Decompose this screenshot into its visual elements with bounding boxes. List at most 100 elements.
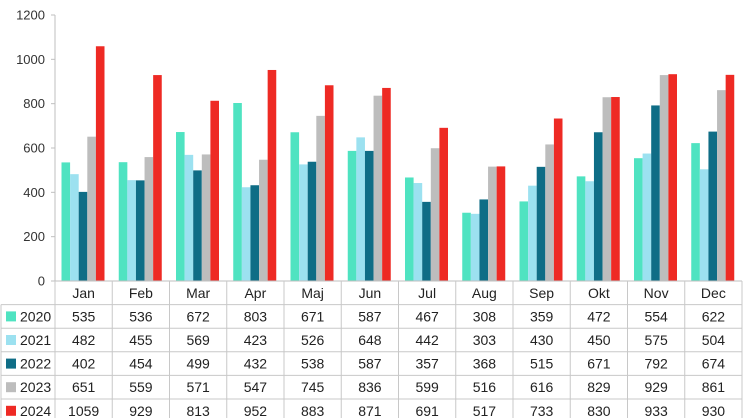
category-label-jul: Jul (418, 285, 436, 301)
table-cell-2024-maj: 883 (301, 403, 325, 418)
y-tick-label: 800 (23, 96, 45, 111)
table-cell-2022-jun: 587 (358, 356, 382, 372)
bar-nov-2020 (634, 158, 643, 281)
table-cell-2020-mar: 672 (186, 308, 210, 324)
table-cell-2023-okt: 829 (587, 379, 611, 395)
bar-aug-2023 (488, 166, 497, 281)
bar-nov-2023 (659, 75, 669, 281)
bar-jun-2023 (373, 95, 383, 281)
series-label-2020: 2020 (20, 308, 51, 324)
legend-swatch-2022 (6, 358, 16, 369)
y-tick-label: 200 (23, 229, 45, 244)
legend-swatch-2020 (6, 311, 16, 322)
table-cell-2021-nov: 575 (644, 332, 668, 348)
table-cell-2021-mar: 569 (186, 332, 210, 348)
bar-jan-2023 (87, 136, 96, 281)
table-cell-2024-feb: 929 (129, 403, 153, 418)
bar-jun-2024 (382, 87, 391, 282)
table-cell-2020-jun: 587 (358, 308, 382, 324)
table-cell-2023-apr: 547 (244, 379, 268, 395)
table-cell-2024-jan: 1059 (68, 403, 99, 418)
bar-jul-2020 (405, 177, 414, 281)
bar-nov-2021 (642, 153, 652, 281)
table-cell-2020-dec: 622 (702, 308, 726, 324)
table-cell-2023-jun: 836 (358, 379, 382, 395)
legend-swatch-2021 (6, 335, 16, 345)
table-cell-2022-okt: 671 (587, 356, 611, 372)
table-cell-2024-aug: 517 (473, 403, 497, 418)
table-cell-2022-apr: 432 (244, 356, 268, 372)
bar-mar-2021 (184, 154, 194, 281)
bar-jun-2022 (364, 150, 374, 281)
category-label-apr: Apr (244, 285, 266, 301)
table-cell-2024-sep: 733 (530, 403, 554, 418)
legend-swatch-2023 (6, 382, 16, 393)
bar-aug-2022 (479, 199, 489, 281)
table-cell-2024-apr: 952 (244, 403, 268, 418)
table-cell-2020-apr: 803 (244, 308, 268, 324)
bar-apr-2024 (267, 69, 277, 281)
table-cell-2023-sep: 616 (530, 379, 554, 395)
table-cell-2022-aug: 368 (473, 356, 497, 372)
table-cell-2024-mar: 813 (186, 403, 210, 418)
bar-sep-2023 (545, 144, 554, 281)
table-cell-2020-maj: 671 (301, 308, 325, 324)
bar-dec-2020 (691, 143, 700, 281)
bar-dec-2022 (708, 131, 718, 281)
bar-jul-2021 (413, 183, 423, 281)
category-label-nov: Nov (644, 285, 669, 301)
series-label-2024: 2024 (20, 403, 51, 418)
table-cell-2020-feb: 536 (129, 308, 153, 324)
table-cell-2020-sep: 359 (530, 308, 554, 324)
table-cell-2023-mar: 571 (186, 379, 210, 395)
bar-mar-2024 (210, 100, 219, 281)
bar-aug-2020 (462, 212, 471, 281)
y-tick-label: 600 (23, 141, 45, 156)
bar-mar-2020 (176, 132, 185, 281)
table-cell-2021-sep: 430 (530, 332, 554, 348)
bar-jul-2024 (439, 127, 448, 281)
table-cell-2024-okt: 830 (587, 403, 611, 418)
y-tick-label: 400 (23, 185, 45, 200)
series-label-2021: 2021 (20, 332, 51, 348)
y-tick-label: 1200 (16, 8, 45, 23)
bar-aug-2024 (496, 166, 506, 281)
table-cell-2022-nov: 792 (644, 356, 668, 372)
bars (61, 46, 735, 282)
category-label-mar: Mar (186, 285, 210, 301)
table-cell-2020-jan: 535 (72, 308, 96, 324)
bar-maj-2022 (307, 161, 317, 281)
table-cell-2022-jul: 357 (415, 356, 439, 372)
bar-jan-2022 (78, 191, 88, 281)
bar-nov-2022 (651, 105, 660, 281)
table-cell-2020-jul: 467 (415, 308, 439, 324)
table-cell-2023-aug: 516 (473, 379, 497, 395)
bar-mar-2023 (201, 154, 211, 281)
bar-dec-2024 (725, 74, 735, 281)
category-label-jan: Jan (72, 285, 95, 301)
bar-jan-2021 (70, 174, 79, 281)
table-cell-2022-dec: 674 (702, 356, 726, 372)
bar-jul-2022 (422, 201, 431, 281)
category-label-aug: Aug (472, 285, 497, 301)
y-tick-label: 1000 (16, 52, 45, 67)
bar-nov-2024 (668, 74, 677, 281)
bar-maj-2021 (299, 164, 308, 281)
bar-okt-2023 (602, 97, 612, 282)
table-cell-2021-okt: 450 (587, 332, 611, 348)
bar-maj-2020 (290, 132, 300, 281)
bar-feb-2023 (144, 157, 154, 281)
table-cell-2021-jan: 482 (72, 332, 96, 348)
category-label-feb: Feb (129, 285, 153, 301)
bar-sep-2024 (553, 118, 563, 282)
table-cell-2022-sep: 515 (530, 356, 554, 372)
bar-apr-2023 (259, 159, 268, 281)
table-cell-2022-jan: 402 (72, 356, 96, 372)
bar-okt-2022 (593, 132, 603, 281)
table-cell-2023-feb: 559 (129, 379, 153, 395)
bar-feb-2021 (127, 180, 136, 281)
table-cell-2024-dec: 930 (702, 403, 726, 418)
table-cell-2021-jun: 648 (358, 332, 382, 348)
bar-maj-2024 (324, 85, 334, 282)
bar-jun-2020 (347, 150, 357, 281)
